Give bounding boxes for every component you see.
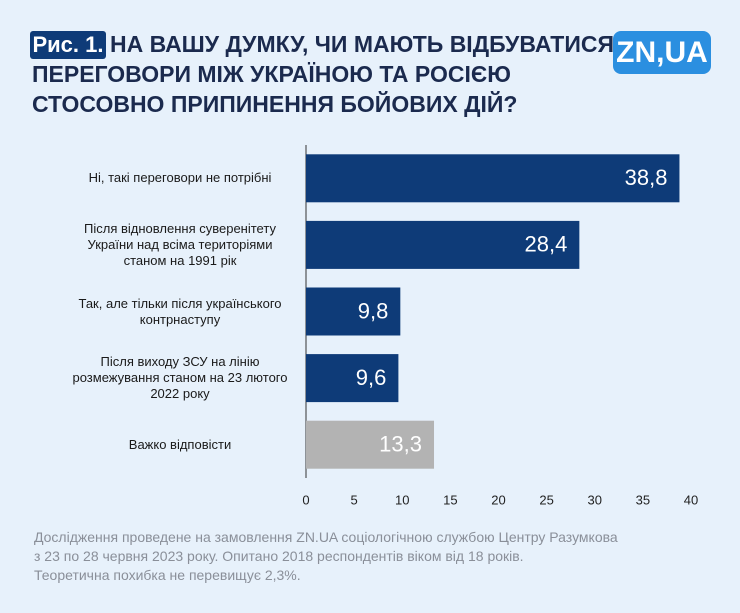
bar [306,420,435,469]
x-tick-label: 0 [302,492,309,507]
x-tick-label: 5 [351,492,358,507]
title-line: СТОСОВНО ПРИПИНЕННЯ БОЙОВИХ ДІЙ? [32,90,517,117]
category-label: Ні, такі переговори не потрібні [88,170,272,186]
x-tick-label: 40 [684,492,698,507]
x-tick-label: 20 [491,492,505,507]
value-label: 28,4 [525,232,568,257]
footnote: Теоретична похибка не перевищує 2,3%. [34,567,301,583]
category-label: Важко відповісти [128,436,232,452]
category-label: Після виходу ЗСУ на лінію розмежування с… [72,354,288,402]
bar [306,154,680,203]
x-tick-label: 35 [636,492,650,507]
category-label: Після відновлення суверенітету України н… [84,220,276,268]
bar [306,220,580,269]
value-label: 13,3 [379,432,422,457]
title-line: ПЕРЕГОВОРИ МІЖ УКРАЇНОЮ ТА РОСІЄЮ [32,61,511,87]
value-label: 9,8 [358,298,389,323]
logo: ZN,UA [616,36,708,69]
footnote: Дослідження проведене на замовлення ZN.U… [34,529,618,545]
x-tick-label: 30 [588,492,602,507]
title-line: НА ВАШУ ДУМКУ, ЧИ МАЮТЬ ВІДБУВАТИСЯ [110,31,614,57]
footnote: з 23 по 28 червня 2023 року. Опитано 201… [34,548,524,564]
value-label: 38,8 [625,165,668,190]
logo-box [613,31,711,74]
x-tick-label: 25 [539,492,553,507]
bar [306,354,399,403]
figure-label: Рис. 1. [32,32,103,57]
category-label: Так, але тільки після українського контр… [78,295,282,327]
bar [306,287,401,336]
figure-label-box [30,31,106,59]
x-tick-label: 15 [443,492,457,507]
x-tick-label: 10 [395,492,409,507]
value-label: 9,6 [356,365,387,390]
